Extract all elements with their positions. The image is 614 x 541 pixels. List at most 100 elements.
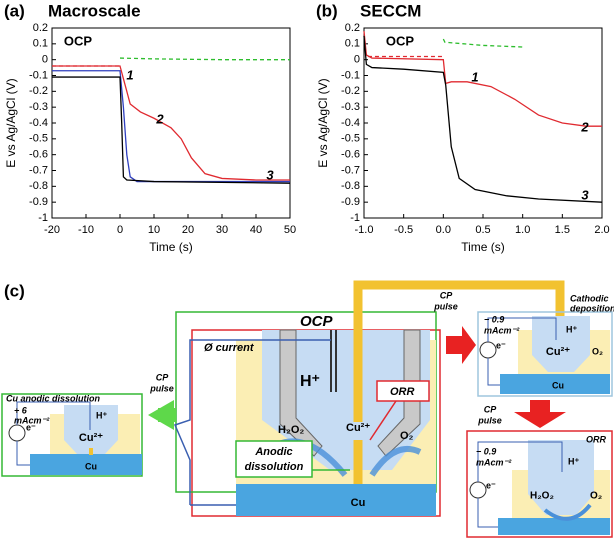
x-tick-label: -20 (44, 224, 60, 236)
series-line (442, 38, 523, 48)
charts: (a) Macroscale -1 -0.9 -0.8 -0.7 -0.6 -0.5 -0.4 -… (4, 1, 610, 254)
label: mAcm⁻² (484, 325, 520, 335)
species: H⁺ (96, 410, 107, 420)
x-tick-label: 0.5 (475, 224, 490, 236)
y-tick-label: -0.3 (341, 101, 360, 113)
panel-label: (b) (316, 1, 338, 20)
y-tick-label: -0.5 (29, 133, 48, 145)
annotation: 1 (471, 69, 478, 84)
chart-title: Macroscale (48, 1, 141, 20)
x-tick-label: 20 (182, 224, 194, 236)
x-tick-label: 0.0 (436, 224, 451, 236)
label: CP (440, 290, 453, 300)
flux-arrow (369, 445, 422, 477)
circuit (487, 317, 557, 342)
y-tick-label: -0.4 (29, 117, 48, 129)
label: mAcm⁻² (476, 457, 512, 467)
species: Cu²⁺ (346, 422, 370, 434)
series-line (52, 65, 290, 181)
label: pulse (477, 415, 502, 425)
label: − 0.9 (476, 446, 496, 456)
x-tick-label: 0 (117, 224, 123, 236)
flux-arrow (543, 503, 592, 521)
diagram: (c) OCP Ø current H⁺ H₂O₂ Cu²⁺ O₂ ORR An… (1, 280, 614, 538)
y-tick-label: -0.4 (341, 117, 360, 129)
y-tick-label: -0.6 (29, 149, 48, 161)
x-tick-label: 1.0 (515, 224, 530, 236)
y-tick-label: -0.9 (341, 196, 360, 208)
y-axis-label: E vs Ag/AgCl (V) (316, 78, 330, 167)
annotation: 2 (580, 119, 589, 134)
series-line (52, 70, 290, 183)
panel-title: deposition (570, 303, 614, 313)
panel-title: ORR (586, 434, 607, 444)
label-box (376, 380, 430, 402)
circuit (477, 498, 498, 528)
species: H⁺ (566, 324, 577, 334)
y-tick-label: -0.6 (341, 149, 360, 161)
frame (477, 311, 613, 397)
y-tick-label: 0.1 (33, 38, 48, 50)
arrow (446, 326, 476, 364)
source (479, 341, 497, 359)
annotation: OCP (64, 33, 93, 48)
species: H₂O₂ (278, 424, 304, 436)
label: − 0.9 (484, 314, 504, 324)
x-tick-label: -1.0 (355, 224, 374, 236)
x-tick-label: 40 (250, 224, 262, 236)
panel-title: OCP (300, 313, 334, 330)
label: mAcm⁻² (14, 415, 50, 425)
plot-frame (51, 27, 291, 219)
label-box (235, 440, 313, 478)
substrate (30, 454, 142, 475)
circuit (487, 358, 500, 386)
substrate (498, 518, 610, 535)
species: e⁻ (496, 340, 506, 350)
y-tick-label: -0.5 (341, 133, 360, 145)
x-tick-label: 50 (284, 224, 296, 236)
species: O₂ (400, 430, 414, 442)
species: H₂O₂ (530, 491, 554, 502)
y-tick-label: -0.7 (341, 164, 360, 176)
y-tick-label: -0.2 (341, 85, 360, 97)
species: e⁻ (486, 480, 496, 490)
species: H⁺ (568, 456, 579, 466)
panel-title: Cu anodic dissolution (6, 393, 101, 403)
label: Ø current (204, 342, 255, 354)
x-tick-label: 1.5 (555, 224, 570, 236)
annotation: 3 (581, 187, 589, 202)
y-tick-label: -0.8 (341, 180, 360, 192)
species: Cu²⁺ (79, 432, 103, 444)
series-line (52, 76, 291, 184)
circuit (173, 339, 331, 505)
y-tick-label: -0.2 (29, 85, 48, 97)
panel-label: (c) (4, 281, 25, 300)
label: CP (156, 372, 169, 382)
circuit (16, 441, 30, 466)
annotation: 3 (266, 167, 274, 182)
y-tick-label: -0.1 (341, 69, 360, 81)
species: H⁺ (300, 373, 320, 390)
electrolyte (532, 316, 590, 372)
source (469, 481, 487, 499)
series-line (363, 35, 603, 203)
x-tick-label: -10 (78, 224, 94, 236)
label: Anodic (254, 446, 292, 458)
x-tick-label: 30 (216, 224, 228, 236)
y-tick-label: 0 (354, 54, 360, 66)
species: Cu (552, 380, 564, 390)
substrate (500, 374, 610, 394)
y-tick-label: -0.3 (29, 101, 48, 113)
series-line (363, 31, 602, 127)
y-tick-label: -0.7 (29, 164, 48, 176)
series-line (119, 57, 290, 61)
y-axis-label: E vs Ag/AgCl (V) (4, 78, 18, 167)
species: Cu (351, 497, 366, 509)
label: pulse (433, 301, 458, 311)
label: CP (484, 404, 497, 414)
y-tick-label: -1 (38, 212, 48, 224)
y-tick-label: -0.9 (29, 196, 48, 208)
flux-arrow (89, 448, 93, 455)
label: dissolution (245, 461, 304, 473)
